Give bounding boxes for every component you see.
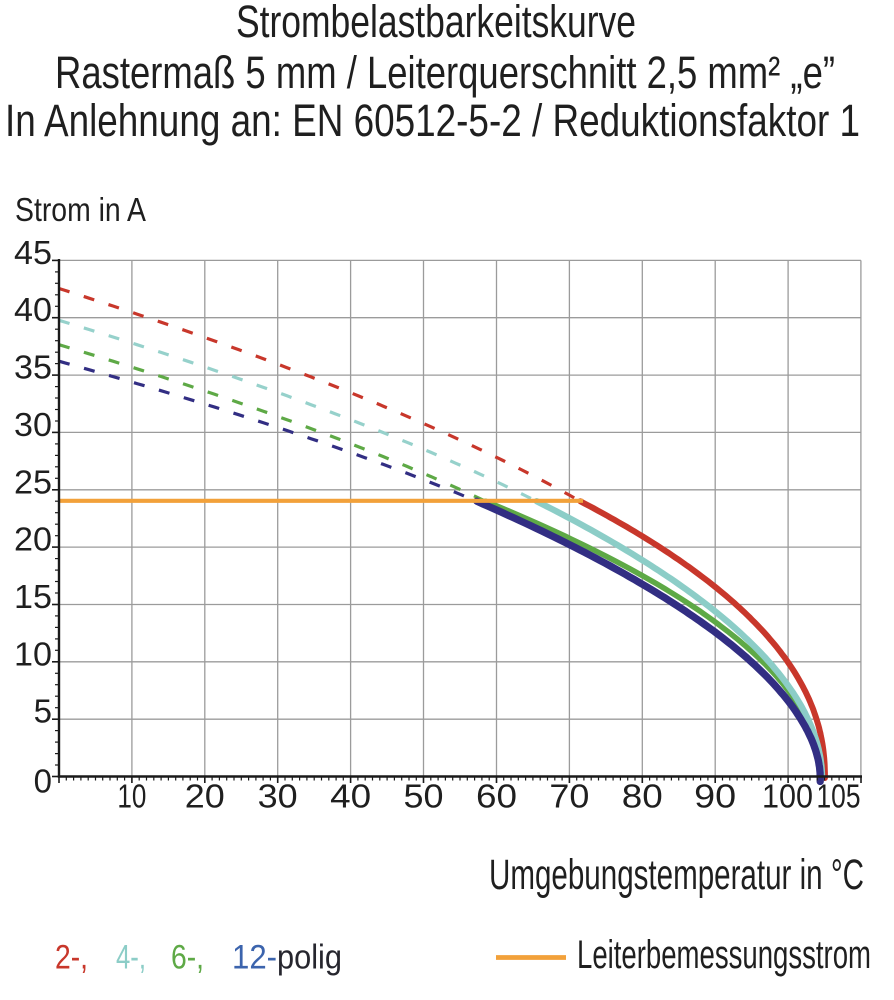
svg-text:12-: 12- <box>232 939 277 977</box>
svg-text:105: 105 <box>817 778 861 815</box>
svg-text:6-,: 6-, <box>171 939 204 977</box>
svg-text:Umgebungstemperatur in °C: Umgebungstemperatur in °C <box>489 851 864 899</box>
svg-text:Leiterbemessungsstrom: Leiterbemessungsstrom <box>577 933 871 977</box>
svg-text:100: 100 <box>762 778 813 815</box>
svg-text:45: 45 <box>14 234 52 271</box>
svg-text:30: 30 <box>14 406 52 443</box>
svg-text:0: 0 <box>34 763 52 800</box>
svg-text:In Anlehnung an: EN 60512-5-2: In Anlehnung an: EN 60512-5-2 / Reduktio… <box>5 95 860 146</box>
svg-text:70: 70 <box>549 778 589 815</box>
svg-text:2-,: 2-, <box>55 939 88 977</box>
svg-text:60: 60 <box>476 778 517 815</box>
svg-text:30: 30 <box>258 778 298 815</box>
svg-text:Strom in A: Strom in A <box>15 191 146 228</box>
svg-text:15: 15 <box>14 578 52 615</box>
svg-text:20: 20 <box>14 521 52 558</box>
svg-text:50: 50 <box>404 778 444 815</box>
svg-text:5: 5 <box>34 693 52 730</box>
svg-text:Strombelastbarkeitskurve: Strombelastbarkeitskurve <box>236 0 636 47</box>
svg-text:10: 10 <box>14 635 52 672</box>
svg-text:polig: polig <box>277 939 342 977</box>
svg-text:Rastermaß 5 mm / Leiterquersch: Rastermaß 5 mm / Leiterquerschnitt 2,5 m… <box>55 47 835 98</box>
svg-text:25: 25 <box>14 463 52 500</box>
svg-text:40: 40 <box>330 778 371 815</box>
svg-text:4-,: 4-, <box>116 939 146 977</box>
svg-text:10: 10 <box>117 778 146 815</box>
svg-text:90: 90 <box>694 778 736 815</box>
svg-text:35: 35 <box>14 349 52 386</box>
svg-text:80: 80 <box>622 778 663 815</box>
svg-text:40: 40 <box>14 291 52 328</box>
svg-text:20: 20 <box>185 778 225 815</box>
